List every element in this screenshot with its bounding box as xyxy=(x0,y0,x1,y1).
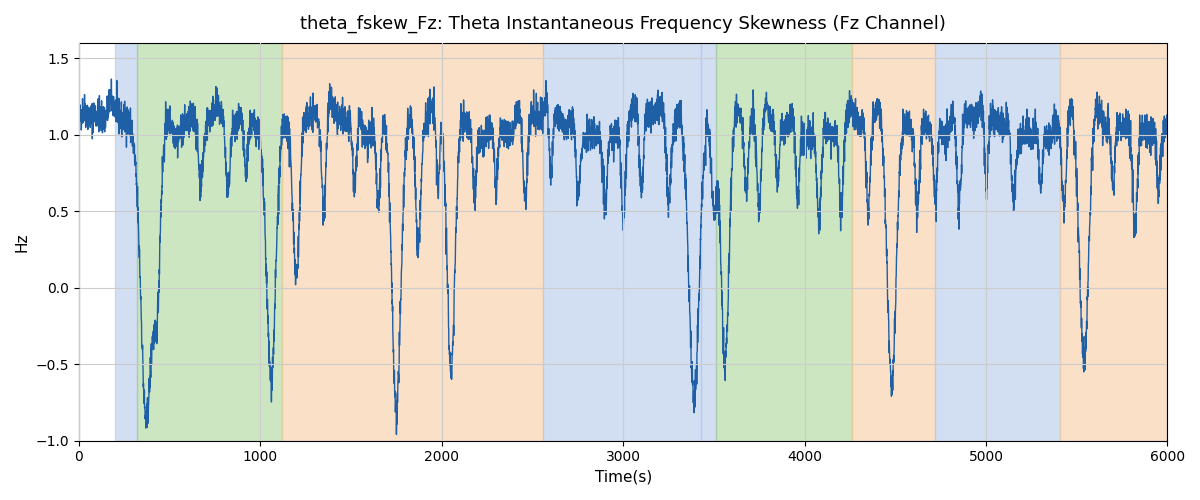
X-axis label: Time(s): Time(s) xyxy=(594,470,652,485)
Bar xyxy=(715,43,852,440)
Title: theta_fskew_Fz: Theta Instantaneous Frequency Skewness (Fz Channel): theta_fskew_Fz: Theta Instantaneous Freq… xyxy=(300,15,946,34)
Bar xyxy=(115,43,137,440)
Bar xyxy=(701,43,715,440)
Bar xyxy=(282,43,544,440)
Bar xyxy=(935,43,1061,440)
Bar xyxy=(544,43,701,440)
Bar xyxy=(137,43,282,440)
Y-axis label: Hz: Hz xyxy=(14,232,30,252)
Bar xyxy=(852,43,935,440)
Bar xyxy=(1061,43,1168,440)
